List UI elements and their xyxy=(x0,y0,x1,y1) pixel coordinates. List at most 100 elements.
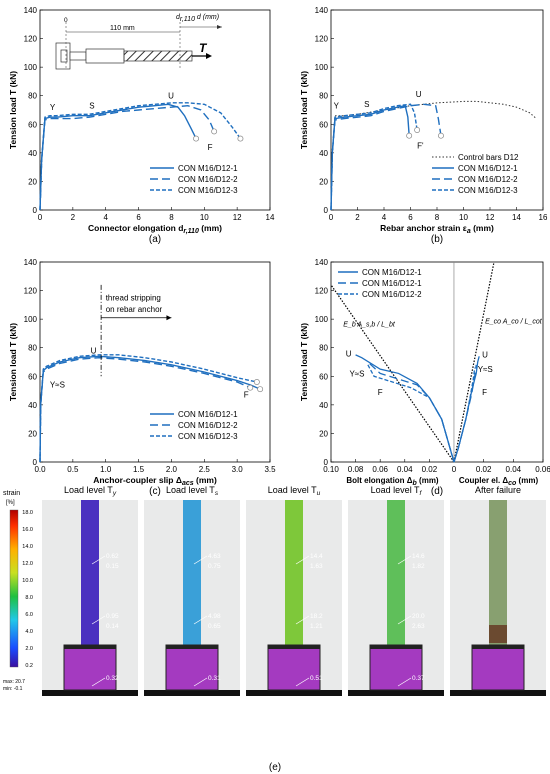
x-tick-label: 2 xyxy=(71,213,76,222)
plot-frame-a xyxy=(39,9,271,211)
dic-frame-5: After failure xyxy=(450,485,546,696)
y-tick-label: 140 xyxy=(315,258,329,267)
coupler-neck xyxy=(69,51,87,61)
dic-base xyxy=(348,690,444,696)
y-tick-label: 0 xyxy=(33,458,38,467)
point-label-Y: Y xyxy=(50,103,56,112)
dic-frame-title: Load level Tu xyxy=(268,485,321,497)
legend-label: CON M16/D12-1 xyxy=(178,410,238,419)
y-tick-label: 40 xyxy=(319,149,328,158)
y-tick-label: 60 xyxy=(28,372,37,381)
point-label-U: U xyxy=(91,346,97,355)
legend-label: CON M16/D12-1 xyxy=(458,164,518,173)
panel-caption: (d) xyxy=(431,486,443,497)
failure-point xyxy=(406,132,413,139)
x-tick-label: 10 xyxy=(459,213,468,222)
annotation-note2: on rebar anchor xyxy=(106,305,163,314)
force-arrow xyxy=(206,53,212,59)
dic-coupler-top xyxy=(370,645,422,649)
x-axis-label: Rebar anchor strain εa (mm) xyxy=(380,223,494,235)
dic-strain-label: 0.14 xyxy=(106,623,119,630)
dic-rebar xyxy=(81,500,99,650)
series-line-3 xyxy=(39,102,241,211)
coupler-stiffness-label: E_co A_co / L_cot xyxy=(485,318,543,325)
point-label-F-right: F xyxy=(482,388,487,397)
legend-label: CON M16/D12-1 xyxy=(178,164,238,173)
legend-label: CON M16/D12-2 xyxy=(362,290,422,299)
dic-frame-4: Load level Tf 14.6 1.82 20.0 2.63 0.37 xyxy=(348,485,444,696)
dic-coupler-top xyxy=(472,645,524,649)
dic-fracture-zone xyxy=(489,625,507,643)
y-tick-label: 120 xyxy=(24,287,38,296)
dic-leader xyxy=(397,677,412,687)
y-axis-label: Tension load T (kN) xyxy=(299,71,309,149)
x-tick-label: 4 xyxy=(382,213,387,222)
x-tick-label: 8 xyxy=(435,213,440,222)
x-tick-label: 0.04 xyxy=(397,465,413,474)
series-right-3 xyxy=(453,367,476,463)
colorbar xyxy=(9,509,19,668)
failure-point xyxy=(414,127,421,133)
x-tick-label: 3.5 xyxy=(264,465,276,474)
failure-point xyxy=(237,135,244,142)
coupler-nut xyxy=(60,49,68,63)
x-tick-label: 14 xyxy=(512,213,521,222)
y-tick-label: 80 xyxy=(28,92,37,101)
y-tick-label: 20 xyxy=(28,177,37,186)
dic-coupler-top xyxy=(166,645,218,649)
y-tick-label: 80 xyxy=(319,344,328,353)
panel-caption: (b) xyxy=(431,234,443,245)
y-tick-label: 120 xyxy=(315,35,329,44)
y-tick-label: 20 xyxy=(28,429,37,438)
y-tick-label: 0 xyxy=(33,206,38,215)
dic-base xyxy=(450,690,546,696)
dic-coupler-top xyxy=(268,645,320,649)
x-axis-label-left: Bolt elongation Δb (mm) xyxy=(346,476,439,487)
dic-leader xyxy=(295,677,310,687)
y-tick-label: 100 xyxy=(315,315,329,324)
y-tick-label: 20 xyxy=(319,429,328,438)
dic-leader xyxy=(295,615,310,625)
point-label-YS: Y≈S xyxy=(50,381,65,390)
x-tick-label: 2 xyxy=(355,213,360,222)
dic-rebar xyxy=(387,500,405,650)
x-tick-label: 6 xyxy=(136,213,141,222)
y-tick-label: 80 xyxy=(28,344,37,353)
series-left-1 xyxy=(355,354,455,463)
series-line-3 xyxy=(330,103,442,211)
dic-coupler-top xyxy=(64,645,116,649)
dic-leader xyxy=(193,555,208,565)
dic-strain-label: 0.32 xyxy=(106,675,119,682)
x-tick-label: 0.02 xyxy=(476,465,492,474)
dic-leader xyxy=(397,555,412,565)
dic-coupler xyxy=(165,644,219,691)
y-tick-label: 60 xyxy=(319,120,328,129)
series-left-3 xyxy=(367,364,455,463)
point-label-F: F xyxy=(378,388,383,397)
point-label-Y: Y xyxy=(334,102,340,111)
x-tick-label: 16 xyxy=(539,213,548,222)
legend-label: CON M16/D12-3 xyxy=(458,186,518,195)
dic-strain-label: 0.37 xyxy=(412,675,425,682)
dic-leader xyxy=(91,615,106,625)
series-line-2 xyxy=(39,105,215,211)
series-line-1 xyxy=(330,100,537,211)
colorbar-tick: 6.0 xyxy=(25,612,33,618)
dic-frame-3: Load level Tu 14.4 1.63 18.2 1.21 0.51 xyxy=(246,485,342,696)
y-tick-label: 0 xyxy=(324,206,329,215)
x-tick-label: 0.06 xyxy=(372,465,388,474)
x-tick-label: 1.5 xyxy=(133,465,145,474)
series-line-4 xyxy=(330,103,418,211)
x-tick-label: 12 xyxy=(233,213,242,222)
chart-panel-c: 0.0 0.5 1.0 1.5 2.0 2.5 3.0 3.5 0 20 40 60 80 100 120 1… xyxy=(8,258,276,487)
y-axis-label: Tension load T (kN) xyxy=(299,323,309,401)
dic-frame-1: Load level Ty 0.62 0.15 0.95 0.14 0.32 xyxy=(42,485,138,696)
y-tick-label: 140 xyxy=(24,258,38,267)
dic-frame-title: Load level Ts xyxy=(166,485,219,497)
x-tick-label: 4 xyxy=(103,213,108,222)
dic-rebar xyxy=(285,500,303,650)
point-label-YS-right: Y≈S xyxy=(478,365,493,374)
y-tick-label: 40 xyxy=(319,401,328,410)
y-tick-label: 100 xyxy=(315,63,329,72)
